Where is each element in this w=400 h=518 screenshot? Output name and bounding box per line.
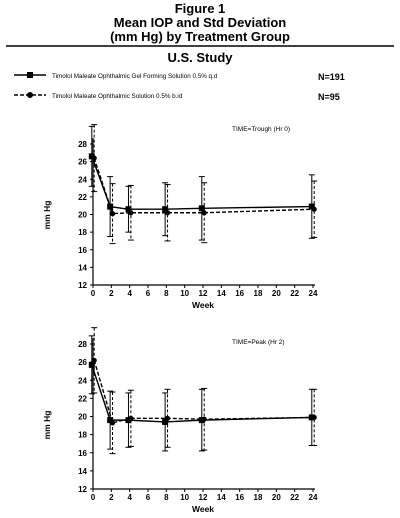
y-tick-label: 22: [78, 193, 87, 202]
x-tick-label: 16: [235, 493, 244, 502]
x-axis-label-peak: Week: [192, 504, 214, 514]
x-tick-label: 6: [146, 493, 151, 502]
legend-item-solution: Timolol Maleate Ophthalmic Solution 0.5%…: [14, 92, 340, 102]
x-tick-label: 20: [272, 493, 281, 502]
x-tick-label: 24: [309, 493, 318, 502]
study-title: U.S. Study: [167, 50, 233, 65]
y-axis-label-trough: mm Hg: [42, 201, 52, 230]
legend-item-gel: Timolol Maleate Ophthalmic Gel Forming S…: [14, 72, 345, 82]
y-tick-label: 24: [78, 376, 87, 385]
y-tick-label: 26: [78, 358, 87, 367]
legend-label-gel: Timolol Maleate Ophthalmic Gel Forming S…: [52, 73, 218, 80]
data-point-solution: [91, 357, 97, 363]
data-point-solution: [201, 210, 207, 216]
figure-subtitle: (mm Hg) by Treatment Group: [110, 29, 290, 44]
series-line-solution: [93, 157, 315, 215]
legend-n-gel: N=191: [318, 72, 345, 82]
x-tick-label: 4: [127, 289, 132, 298]
x-tick-label: 8: [164, 289, 169, 298]
data-point-solution: [311, 206, 317, 212]
y-tick-label: 16: [78, 246, 87, 255]
legend-label-solution: Timolol Maleate Ophthalmic Solution 0.5%…: [52, 93, 183, 100]
figure-number: Figure 1: [175, 1, 226, 16]
y-tick-label: 18: [78, 431, 87, 440]
x-tick-label: 22: [290, 289, 299, 298]
x-tick-label: 4: [127, 493, 132, 502]
data-point-gel: [125, 206, 132, 213]
x-tick-label: 10: [180, 493, 189, 502]
y-tick-label: 18: [78, 228, 87, 237]
data-point-solution: [201, 416, 207, 422]
y-tick-label: 22: [78, 394, 87, 403]
y-tick-label: 24: [78, 175, 87, 184]
x-tick-label: 2: [109, 289, 114, 298]
data-point-solution: [164, 210, 171, 216]
data-point-gel: [107, 417, 114, 424]
data-point-solution: [109, 420, 116, 426]
data-point-gel: [198, 205, 205, 212]
data-point-gel: [88, 153, 95, 160]
x-tick-label: 6: [146, 289, 151, 298]
x-tick-label: 0: [91, 493, 96, 502]
series-line-gel: [91, 364, 312, 423]
x-tick-label: 8: [164, 493, 169, 502]
data-point-solution: [109, 211, 116, 217]
panel-annotation-trough: TIME=Trough (Hr 0): [232, 126, 290, 133]
legend: Timolol Maleate Ophthalmic Gel Forming S…: [14, 72, 345, 102]
data-point-gel: [125, 417, 132, 424]
y-tick-label: 16: [78, 449, 87, 458]
x-tick-label: 24: [309, 289, 318, 298]
data-point-solution: [164, 415, 171, 421]
chart-panel-trough: TIME=Trough (Hr 0) Week mm Hg 0 2 4 6 8 10 12 1…: [42, 124, 318, 310]
x-tick-label: 12: [199, 289, 208, 298]
data-point-gel: [308, 203, 315, 210]
y-tick-label: 14: [78, 467, 87, 476]
x-tick-label: 18: [254, 289, 263, 298]
chart-panel-peak: TIME=Peak (Hr 2) Week mm Hg 0 2 4 6 8 10 12 14 1…: [42, 327, 318, 514]
x-tick-label: 0: [91, 289, 96, 298]
series-line-solution: [93, 360, 315, 424]
y-axis-label-peak: mm Hg: [42, 411, 52, 440]
data-point-solution: [311, 414, 317, 421]
x-tick-label: 22: [290, 493, 299, 502]
x-tick-label: 12: [199, 493, 208, 502]
data-point-solution: [128, 210, 134, 216]
data-point-gel: [162, 418, 169, 425]
y-tick-label: 12: [78, 485, 87, 494]
x-tick-label: 14: [217, 289, 226, 298]
legend-n-solution: N=95: [318, 92, 340, 102]
y-tick-label: 20: [78, 211, 87, 220]
data-point-solution: [128, 415, 134, 421]
x-tick-label: 18: [254, 493, 263, 502]
y-tick-label: 20: [78, 413, 87, 422]
legend-circle-marker: [27, 92, 33, 98]
x-tick-label: 2: [109, 493, 114, 502]
x-tick-label: 20: [272, 289, 281, 298]
data-point-gel: [162, 206, 169, 213]
figure-title: Mean IOP and Std Deviation: [114, 15, 286, 30]
y-tick-label: 26: [78, 158, 87, 167]
panel-annotation-peak: TIME=Peak (Hr 2): [232, 339, 285, 346]
x-tick-label: 16: [235, 289, 244, 298]
x-axis-label-trough: Week: [192, 300, 214, 310]
y-tick-label: 28: [78, 340, 87, 349]
y-tick-label: 28: [78, 140, 87, 149]
data-point-gel: [88, 361, 95, 368]
x-tick-label: 10: [180, 289, 189, 298]
legend-square-marker: [27, 72, 33, 78]
x-tick-label: 14: [217, 493, 226, 502]
y-tick-label: 12: [78, 281, 87, 290]
y-tick-label: 14: [78, 263, 87, 272]
data-point-solution: [91, 155, 97, 161]
